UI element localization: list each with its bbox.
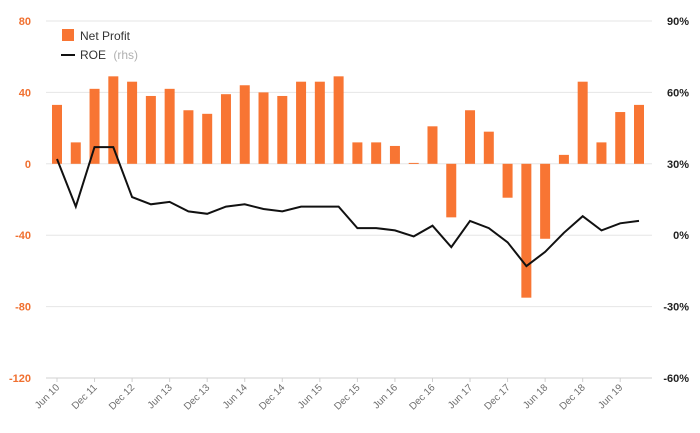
x-tick-label: Jun 10	[33, 382, 62, 411]
right-tick-label: 90%	[667, 16, 689, 28]
x-tick-label: Dec 12	[107, 382, 137, 412]
legend-net-profit-swatch	[62, 29, 74, 41]
net-profit-bar	[70, 142, 81, 164]
net-profit-bar	[164, 88, 175, 164]
net-profit-bar	[483, 131, 494, 164]
net-profit-bar	[89, 88, 100, 164]
net-profit-bar	[540, 163, 551, 239]
net-profit-bar	[427, 126, 438, 164]
legend-net-profit-label: Net Profit	[80, 29, 131, 43]
legend: Net Profit ROE (rhs)	[61, 29, 138, 62]
net-profit-bar	[277, 95, 288, 164]
legend-roe-name: ROE	[80, 48, 106, 62]
net-profit-bar	[615, 112, 626, 164]
legend-roe-suffix: (rhs)	[113, 48, 138, 62]
right-tick-label: 0%	[673, 230, 689, 242]
net-profit-bar	[333, 76, 344, 164]
x-tick-label: Dec 18	[558, 382, 588, 412]
net-profit-bar	[596, 142, 607, 164]
x-tick-label: Jun 19	[596, 382, 625, 411]
x-tick-label: Dec 16	[407, 382, 437, 412]
x-tick-label: Jun 14	[221, 382, 250, 411]
net-profit-bar	[202, 113, 213, 164]
net-profit-bar	[314, 81, 325, 164]
net-profit-bar	[371, 142, 382, 164]
right-tick-label: -60%	[663, 373, 689, 385]
net-profit-bar	[108, 76, 119, 164]
x-tick-label: Dec 14	[257, 382, 287, 412]
net-profit-bar	[408, 162, 419, 164]
right-axis-ticks: 90% 60% 30% 0% -30% -60%	[663, 16, 689, 385]
x-tick-label: Jun 15	[296, 382, 325, 411]
net-profit-bar	[296, 81, 307, 164]
net-profit-bar	[389, 145, 400, 164]
net-profit-bar	[521, 163, 532, 298]
net-profit-bar	[127, 81, 138, 164]
x-tick-label: Jun 16	[371, 382, 400, 411]
net-profit-bars	[52, 76, 644, 298]
net-profit-bar	[558, 154, 569, 164]
right-tick-label: 60%	[667, 87, 689, 99]
left-tick-label: -80	[15, 302, 31, 314]
net-profit-bar	[183, 110, 194, 164]
left-tick-label: -40	[15, 230, 31, 242]
net-profit-bar	[352, 142, 363, 164]
left-tick-label: 40	[19, 87, 31, 99]
net-profit-bar	[502, 163, 513, 198]
net-profit-bar	[465, 110, 476, 164]
net-profit-bar	[258, 92, 269, 164]
roe-line	[56, 146, 640, 268]
net-profit-bar	[446, 163, 457, 218]
x-tick-label: Dec 17	[483, 382, 513, 412]
x-tick-label: Jun 17	[446, 382, 475, 411]
right-tick-label: -30%	[663, 302, 689, 314]
x-tick-label: Dec 11	[70, 382, 100, 412]
net-profit-bar	[634, 104, 644, 164]
left-tick-label: 80	[19, 16, 31, 28]
left-tick-label: 0	[25, 159, 31, 171]
right-tick-label: 30%	[667, 159, 689, 171]
x-tick-label: Dec 15	[332, 382, 362, 412]
x-tick-label: Dec 13	[182, 382, 212, 412]
net-profit-bar	[52, 104, 62, 164]
net-profit-bar	[220, 94, 231, 164]
legend-roe-label: ROE (rhs)	[80, 48, 138, 62]
x-tick-label: Jun 13	[146, 382, 175, 411]
left-tick-label: -120	[9, 373, 31, 385]
left-axis-ticks: 80 40 0 -40 -80 -120	[9, 16, 31, 385]
x-tick-label: Jun 18	[521, 382, 550, 411]
net-profit-bar	[577, 81, 588, 164]
net-profit-bar	[239, 85, 250, 164]
x-axis-ticks: Jun 10 Dec 11 Dec 12 Jun 13 Dec 13 Jun 14 Dec …	[33, 378, 626, 413]
net-profit-bar	[145, 95, 156, 164]
